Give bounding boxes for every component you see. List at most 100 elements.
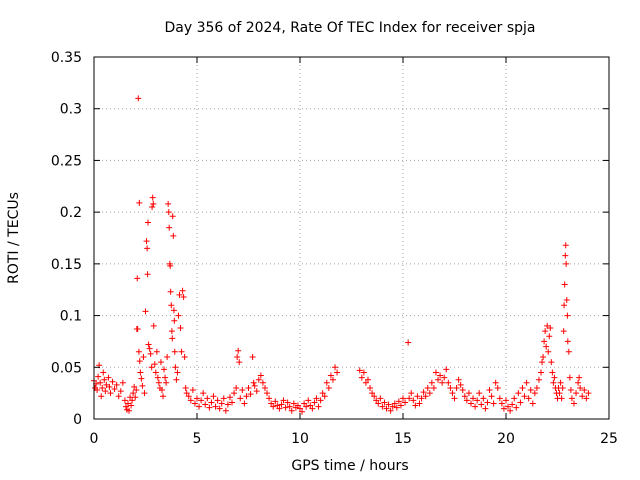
data-point: [146, 345, 153, 352]
data-point: [484, 399, 491, 406]
data-point: [135, 348, 142, 355]
data-point: [543, 343, 550, 350]
data-point: [139, 382, 146, 389]
data-point: [453, 384, 460, 391]
data-point: [133, 387, 140, 394]
data-point: [402, 399, 409, 406]
data-point: [234, 353, 241, 360]
data-point: [549, 369, 556, 376]
x-axis-label: GPS time / hours: [291, 458, 408, 474]
y-tick-label: 0.3: [60, 102, 82, 118]
x-tick-label: 25: [600, 431, 618, 447]
plot-frame: [93, 56, 610, 420]
data-point: [511, 395, 518, 402]
data-point: [150, 200, 157, 207]
data-point: [169, 335, 176, 342]
data-point: [375, 400, 382, 407]
data-point: [498, 400, 505, 407]
data-point: [264, 390, 271, 397]
data-point: [513, 404, 520, 411]
y-tick-label: 0.1: [60, 309, 82, 325]
data-point: [577, 384, 584, 391]
data-point: [129, 397, 136, 404]
x-tick-label: 0: [90, 431, 99, 447]
data-point: [459, 387, 466, 394]
data-point: [562, 242, 569, 249]
data-point: [170, 307, 177, 314]
data-point: [153, 348, 160, 355]
data-point: [117, 388, 124, 395]
data-point: [467, 400, 474, 407]
data-point: [447, 384, 454, 391]
data-point: [529, 400, 536, 407]
axis-ticks: 0 5 10 15 20 25 0 0.05 0.1 0.15 0.2 0.25 0.3 0.35: [51, 50, 618, 447]
data-point: [482, 405, 489, 412]
data-point: [488, 393, 495, 400]
data-point: [400, 395, 406, 402]
data-point: [206, 404, 213, 411]
x-tick-label: 20: [497, 431, 515, 447]
data-point: [105, 374, 112, 381]
data-point: [103, 381, 110, 388]
data-point: [172, 364, 179, 371]
data-point: [297, 405, 303, 412]
data-point: [385, 401, 392, 408]
data-point: [486, 387, 493, 394]
data-point: [496, 395, 503, 402]
data-point: [231, 390, 238, 397]
data-point: [132, 394, 139, 401]
data-point: [533, 384, 540, 391]
data-point: [100, 369, 107, 376]
data-point: [257, 372, 264, 379]
data-point: [202, 401, 209, 408]
data-point: [278, 401, 285, 408]
data-point: [463, 397, 470, 404]
data-point: [175, 312, 182, 319]
data-point: [299, 408, 306, 415]
data-point: [461, 393, 468, 400]
data-point: [220, 395, 227, 402]
data-point: [321, 393, 328, 400]
data-point: [243, 393, 250, 400]
data-point: [171, 317, 178, 324]
data-point: [327, 372, 334, 379]
data-point: [162, 374, 169, 381]
data-point: [560, 328, 567, 335]
data-point: [570, 400, 577, 407]
data-point: [303, 403, 310, 410]
data-point: [323, 379, 330, 386]
data-point: [245, 384, 252, 391]
data-point: [531, 390, 538, 397]
data-point: [140, 353, 147, 360]
data-point: [168, 302, 175, 309]
data-point: [196, 403, 203, 410]
data-point: [236, 359, 243, 366]
data-point: [136, 199, 143, 206]
data-point: [358, 374, 365, 381]
data-point: [585, 390, 592, 397]
data-point: [200, 390, 207, 397]
data-point: [420, 389, 427, 396]
data-point: [566, 374, 573, 381]
data-point: [435, 376, 442, 383]
data-point: [313, 395, 320, 402]
data-point: [432, 369, 439, 376]
data-point: [362, 379, 369, 386]
data-point: [494, 384, 501, 391]
data-point: [126, 407, 133, 414]
data-point: [272, 398, 279, 405]
data-point: [218, 400, 225, 407]
data-point: [474, 397, 481, 404]
data-point: [185, 393, 192, 400]
data-point: [535, 376, 542, 383]
data-point: [143, 238, 150, 245]
data-point: [130, 390, 137, 397]
data-point: [414, 393, 421, 400]
data-point: [288, 407, 295, 414]
data-point: [280, 397, 287, 404]
data-point: [445, 379, 452, 386]
data-point: [191, 400, 198, 407]
data-point: [177, 324, 184, 331]
data-point: [567, 387, 574, 394]
